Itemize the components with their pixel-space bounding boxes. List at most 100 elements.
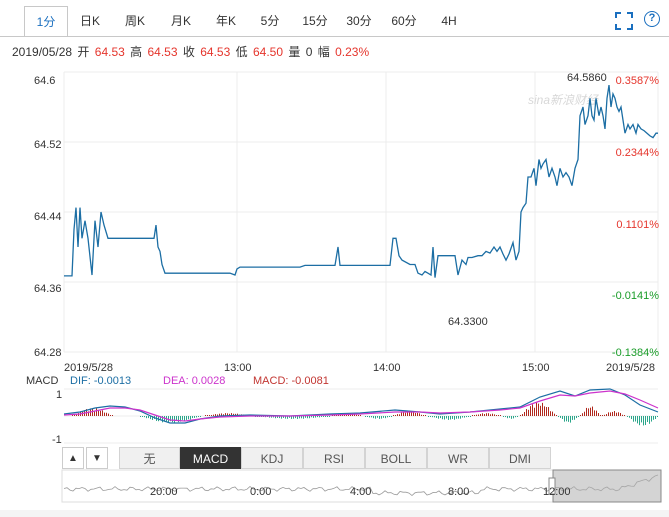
macd-bar [509,416,510,418]
macd-bar [387,416,388,418]
macd-bar [379,416,380,419]
macd-bar [269,416,270,418]
macd-bar [616,412,617,416]
macd-bar [598,413,599,416]
indicator-wr-button[interactable]: WR [427,447,489,469]
macd-bar [389,416,390,417]
macd-bar [444,416,445,420]
macd-bar [498,415,499,416]
indicator-boll-button[interactable]: BOLL [365,447,427,469]
tab-1min[interactable]: 1分 [24,6,68,37]
macd-bar [421,414,422,416]
y-tick-label: 64.28 [34,347,62,359]
macd-bar [106,412,107,416]
macd-bar [507,416,508,419]
macd-bar [631,416,632,420]
macd-bar [552,411,553,416]
scroll-up-button[interactable]: ▲ [62,447,84,469]
macd-bar [635,416,636,422]
macd-bar [104,412,105,416]
macd-bar [570,416,571,423]
macd-bar [486,413,487,416]
macd-bar [72,415,73,416]
macd-bar [532,404,533,416]
change-label: 幅 [317,45,330,59]
indicator-none-button[interactable]: 无 [119,447,180,469]
change-value: 0.23% [335,45,370,59]
macd-bar [629,416,630,418]
tab-30min[interactable]: 30分 [346,14,372,28]
macd-bar [146,416,147,419]
indicator-macd-button[interactable]: MACD [180,447,241,469]
macd-bar [360,415,361,416]
macd-bar [544,406,545,416]
macd-bar [283,416,284,418]
macd-bar [305,416,306,418]
tab-monthly-k[interactable]: 月K [170,14,191,28]
tab-daily-k[interactable]: 日K [79,14,100,28]
macd-bar [108,413,109,416]
scroll-down-button[interactable]: ▼ [86,447,108,469]
macd-bar [94,410,95,416]
x-tick-label: 14:00 [373,362,401,374]
fullscreen-icon[interactable] [614,11,634,31]
macd-bar [503,416,504,417]
macd-bar [209,415,210,416]
help-icon[interactable]: ? [644,11,660,27]
y-tick-label: 64.52 [34,139,62,151]
macd-bar [160,416,161,421]
pct-tick-label: 0.2344% [616,147,660,159]
macd-bar [423,415,424,416]
macd-bar [458,416,459,419]
macd-bar [327,416,328,417]
macd-histogram [72,402,658,426]
pct-tick-label: -0.0141% [612,290,659,302]
indicator-rsi-button[interactable]: RSI [303,447,365,469]
tab-60min[interactable]: 60分 [391,14,417,28]
indicator-kdj-button[interactable]: KDJ [241,447,303,469]
close-value: 64.53 [200,45,231,59]
macd-bar [211,415,212,416]
macd-bar [385,416,386,419]
macd-bar [417,412,418,416]
macd-bar [643,416,644,426]
macd-bar [608,412,609,416]
y-tick-label: 64.6 [34,75,55,87]
macd-bar [407,411,408,416]
macd-bar [456,416,457,419]
macd-bar [610,412,611,416]
macd-bar [637,416,638,424]
macd-bar [170,416,171,422]
macd-bar [620,412,621,416]
macd-bar [334,415,335,416]
macd-bar [460,416,461,419]
macd-bar [554,413,555,416]
tab-weekly-k[interactable]: 周K [124,14,145,28]
macd-bar [200,416,201,417]
macd-bar [399,414,400,416]
macd-bar [600,415,601,416]
macd-bar [494,414,495,416]
macd-y-tick: 1 [56,389,62,401]
timeline-left-handle[interactable] [548,477,556,495]
min-price-label: 64.3300 [448,316,488,328]
tab-15min[interactable]: 15分 [302,14,328,28]
macd-bar [436,416,437,418]
macd-bar [641,416,642,423]
macd-bar [647,416,648,422]
macd-bar [92,408,93,416]
timeline-selection-window[interactable] [552,469,662,503]
macd-bar [411,412,412,416]
tab-yearly-k[interactable]: 年K [215,14,236,28]
tab-5min[interactable]: 5分 [260,14,280,28]
macd-bar [313,416,314,418]
macd-bar [194,416,195,418]
x-tick-label: 15:00 [522,362,550,374]
macd-bar [492,413,493,416]
macd-bar [110,415,111,416]
macd-bar [618,412,619,416]
macd-bar [162,416,163,423]
tab-4h[interactable]: 4H [441,14,457,28]
indicator-dmi-button[interactable]: DMI [489,447,551,469]
